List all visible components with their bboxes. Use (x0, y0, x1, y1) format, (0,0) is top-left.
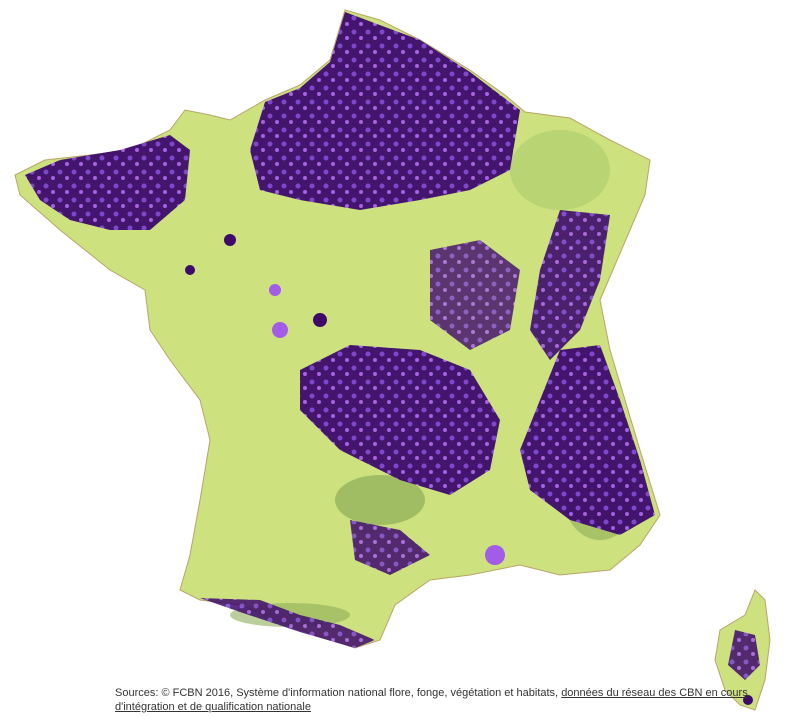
occurrence-spot (272, 322, 288, 338)
occurrence-spot (185, 265, 195, 275)
occurrence-spot (743, 695, 753, 705)
occurrence-area (728, 630, 760, 680)
relief (510, 130, 610, 210)
source-note: Sources: © FCBN 2016, Système d'informat… (115, 686, 785, 714)
occurrence-spot (224, 234, 236, 246)
occurrence-area (200, 598, 375, 648)
occurrence-area (430, 240, 520, 350)
occurrence-spot (313, 313, 327, 327)
occurrence-spot (269, 284, 281, 296)
occurrence-area (520, 345, 655, 535)
occurrence-spot (485, 545, 505, 565)
source-link[interactable]: données du réseau des CBN en cours d'int… (115, 687, 748, 713)
source-text: Sources: © FCBN 2016, Système d'informat… (115, 687, 559, 699)
occurrence-area (300, 345, 500, 495)
relief (335, 475, 425, 525)
occurrence-area (25, 135, 190, 230)
occurrence-area (350, 520, 430, 575)
occurrence-area (250, 12, 520, 210)
occurrence-area (530, 210, 610, 360)
